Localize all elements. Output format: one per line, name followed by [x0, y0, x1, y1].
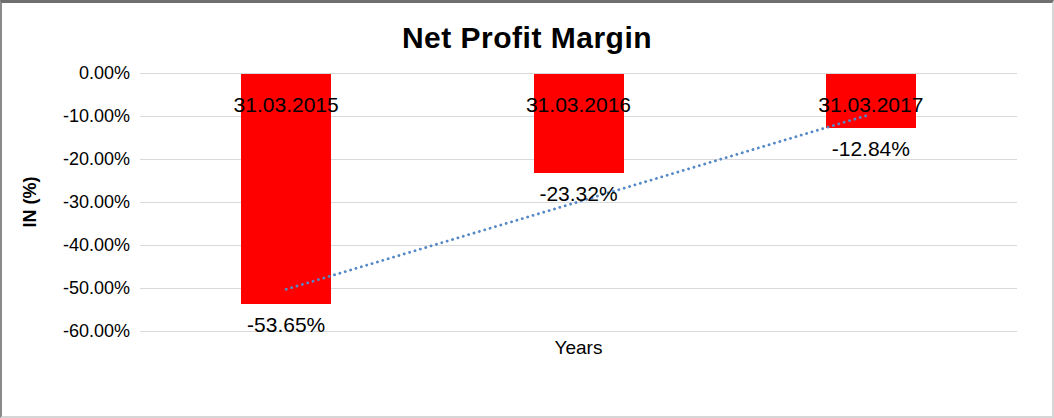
value-label: -23.32%	[539, 183, 617, 205]
value-label: -53.65%	[247, 314, 325, 336]
chart-frame: Net Profit Margin IN (%) 31.03.2015-53.6…	[0, 0, 1054, 418]
category-label: 31.03.2015	[234, 94, 339, 116]
chart-title: Net Profit Margin	[2, 21, 1052, 55]
category-label: 31.03.2016	[526, 94, 631, 116]
y-tick-label: 0.00%	[2, 63, 130, 83]
y-tick-label: -60.00%	[2, 321, 130, 341]
y-tick-label: -40.00%	[2, 235, 130, 255]
y-tick-label: -20.00%	[2, 149, 130, 169]
y-tick-label: -30.00%	[2, 192, 130, 212]
x-axis-title: Years	[140, 337, 1017, 359]
category-label: 31.03.2017	[818, 94, 923, 116]
y-tick-label: -50.00%	[2, 278, 130, 298]
y-tick-label: -10.00%	[2, 106, 130, 126]
value-label: -12.84%	[832, 138, 910, 160]
plot-area: 31.03.2015-53.65%31.03.2016-23.32%31.03.…	[140, 73, 1017, 331]
